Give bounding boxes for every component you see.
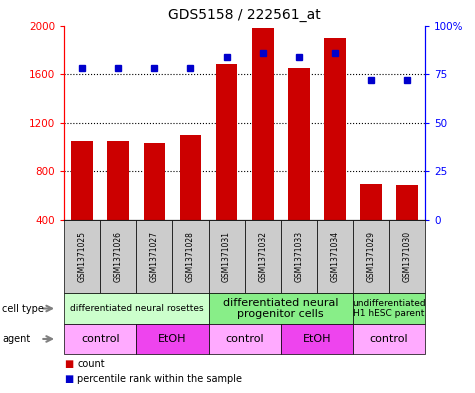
Title: GDS5158 / 222561_at: GDS5158 / 222561_at bbox=[168, 8, 321, 22]
Text: GSM1371032: GSM1371032 bbox=[258, 231, 267, 282]
Text: GSM1371031: GSM1371031 bbox=[222, 231, 231, 282]
Text: control: control bbox=[81, 334, 120, 344]
Text: differentiated neural rosettes: differentiated neural rosettes bbox=[69, 304, 203, 313]
Text: control: control bbox=[225, 334, 264, 344]
Bar bbox=[324, 38, 346, 220]
Bar bbox=[288, 68, 310, 220]
Text: undifferentiated
H1 hESC parent: undifferentiated H1 hESC parent bbox=[352, 299, 426, 318]
Text: percentile rank within the sample: percentile rank within the sample bbox=[77, 374, 242, 384]
Text: GSM1371029: GSM1371029 bbox=[367, 231, 375, 282]
Bar bbox=[396, 185, 418, 220]
Text: ■: ■ bbox=[64, 358, 73, 369]
Text: GSM1371033: GSM1371033 bbox=[294, 231, 303, 282]
Text: EtOH: EtOH bbox=[303, 334, 331, 344]
Text: control: control bbox=[370, 334, 408, 344]
Text: differentiated neural
progenitor cells: differentiated neural progenitor cells bbox=[223, 298, 339, 319]
Text: cell type: cell type bbox=[2, 303, 44, 314]
Bar bbox=[252, 28, 274, 220]
Text: agent: agent bbox=[2, 334, 30, 344]
Text: count: count bbox=[77, 358, 105, 369]
Bar bbox=[71, 141, 93, 220]
Bar bbox=[143, 143, 165, 220]
Bar bbox=[216, 64, 238, 220]
Text: GSM1371028: GSM1371028 bbox=[186, 231, 195, 282]
Text: EtOH: EtOH bbox=[158, 334, 187, 344]
Bar bbox=[180, 135, 201, 220]
Bar bbox=[360, 184, 382, 220]
Text: GSM1371030: GSM1371030 bbox=[403, 231, 411, 282]
Text: GSM1371026: GSM1371026 bbox=[114, 231, 123, 282]
Bar bbox=[107, 141, 129, 220]
Text: GSM1371034: GSM1371034 bbox=[331, 231, 339, 282]
Text: GSM1371025: GSM1371025 bbox=[78, 231, 86, 282]
Text: ■: ■ bbox=[64, 374, 73, 384]
Text: GSM1371027: GSM1371027 bbox=[150, 231, 159, 282]
